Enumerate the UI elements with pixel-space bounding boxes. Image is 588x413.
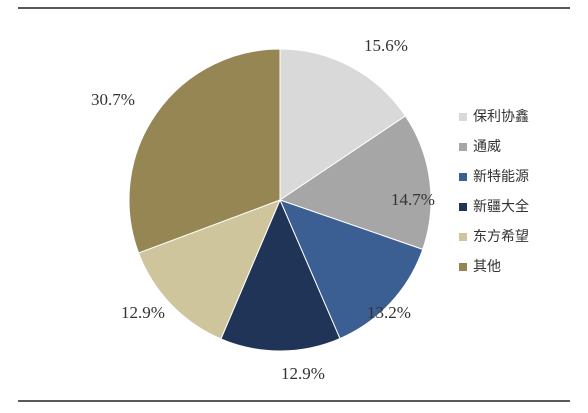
value-label: 14.7%	[391, 190, 435, 209]
legend-swatch	[459, 203, 467, 211]
pie-slice	[137, 199, 281, 340]
legend-swatch	[459, 233, 467, 241]
legend-label: 东方希望	[473, 229, 529, 245]
value-label: 15.6%	[364, 36, 408, 55]
legend-label: 新疆大全	[473, 198, 529, 215]
pie-slice	[279, 48, 407, 201]
legend-swatch	[459, 113, 467, 121]
legend-label: 保利协鑫	[473, 108, 529, 125]
legend-swatch	[459, 143, 467, 151]
legend-label: 新特能源	[473, 169, 529, 185]
legend-label: 通威	[473, 139, 501, 155]
pie-slice	[220, 198, 341, 352]
pie-slice	[128, 48, 281, 254]
value-label: 12.9%	[281, 364, 325, 383]
value-label: 13.2%	[367, 303, 411, 322]
value-label: 30.7%	[91, 90, 135, 109]
legend-swatch	[459, 263, 467, 271]
pie-slice	[279, 199, 424, 340]
legend-label: 其他	[473, 259, 501, 275]
value-label: 12.9%	[121, 303, 165, 322]
pie-slice	[278, 115, 432, 250]
legend-swatch	[459, 173, 467, 181]
